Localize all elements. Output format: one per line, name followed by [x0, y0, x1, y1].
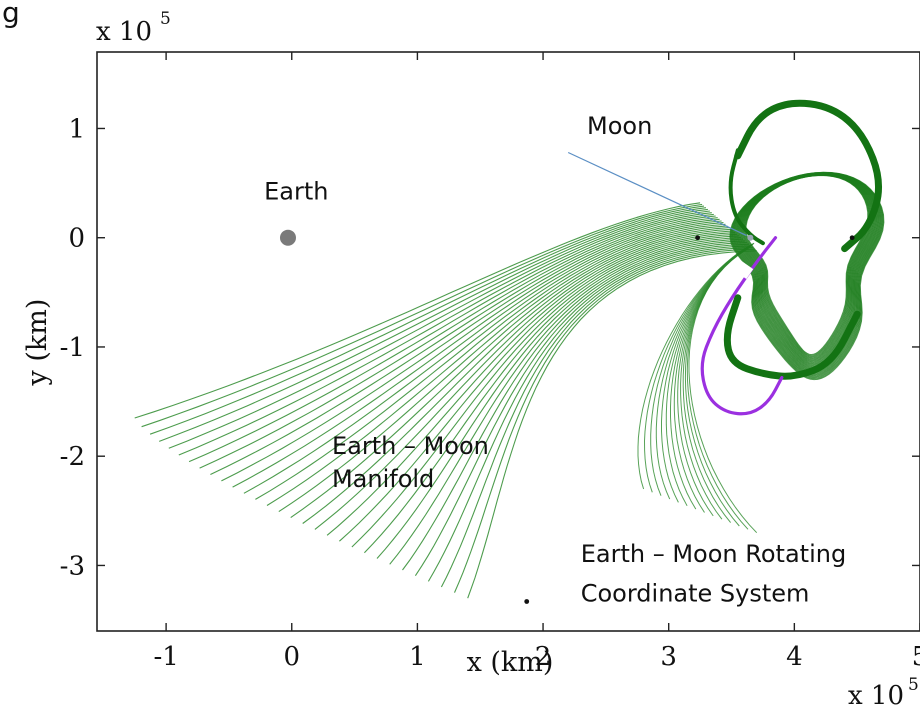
manifold-tail: [159, 207, 707, 442]
manifold-tail: [453, 248, 755, 593]
manifold-band-left: [728, 148, 765, 246]
y-tick-label: -2: [60, 442, 85, 472]
x-tick-label: 4: [786, 642, 803, 672]
manifold-tail: [376, 238, 744, 559]
x-tick-label: -1: [153, 642, 178, 672]
x-tick-label: 1: [409, 642, 426, 672]
x-exponent-base: x 10: [848, 681, 904, 711]
x-axis-title: x (km): [467, 647, 554, 678]
y-tick-label: -3: [60, 551, 85, 581]
manifold-band-lower: [723, 294, 861, 380]
x-tick-label: 2: [535, 642, 552, 672]
manifold-tail: [232, 218, 720, 488]
y-exponent: x 10 5: [96, 9, 171, 47]
annotation: Manifold: [332, 465, 434, 493]
manifold-tail: [141, 203, 703, 428]
arc-gap: [729, 257, 754, 279]
manifold-loop: [729, 171, 885, 381]
annotation: Moon: [587, 112, 652, 140]
manifold-tail: [149, 205, 705, 435]
manifold-tail: [168, 208, 708, 449]
y-tick-label: 0: [68, 224, 85, 254]
x-exponent-power: 5: [908, 675, 919, 695]
manifold-tail: [278, 225, 728, 513]
manifold-tail: [199, 213, 714, 469]
manifold-tail: [178, 210, 710, 456]
point-marker: [695, 235, 701, 241]
manifold-tail: [210, 215, 716, 475]
manifold-tail: [364, 237, 742, 554]
annotation: Coordinate System: [581, 580, 810, 608]
x-exponent: x 10 5: [848, 675, 919, 711]
manifold-band-upper: [734, 99, 883, 253]
manifold-tail: [351, 235, 740, 548]
moon-marker: [747, 234, 754, 241]
manifold-tail: [221, 217, 718, 482]
x-tick-label: 3: [660, 642, 677, 672]
manifold-tail: [339, 233, 738, 542]
annotation: Earth: [264, 177, 328, 205]
x-tick-label: 5: [912, 642, 920, 672]
manifold-tail: [134, 202, 701, 419]
point-marker: [849, 235, 855, 241]
y-tick-label: 1: [68, 114, 85, 144]
y-exponent-power: 5: [160, 9, 171, 29]
manifold-tail: [314, 230, 734, 530]
manifold-tail: [402, 241, 747, 571]
plot-frame: [96, 51, 920, 632]
point-marker: [524, 599, 530, 604]
transfer-arc: [700, 236, 784, 416]
moon-pointer-line: [567, 151, 747, 237]
manifold-tail: [467, 250, 757, 599]
y-axis-title: y (km): [22, 299, 53, 387]
figure-label: g: [2, 0, 20, 29]
annotation: Earth – Moon Rotating: [581, 540, 846, 568]
manifold-tail: [427, 245, 751, 582]
y-tick-label: -1: [60, 333, 85, 363]
manifold-tail: [302, 228, 732, 524]
manifold-tail: [290, 227, 730, 519]
manifold-tail: [243, 220, 722, 494]
annotation: Earth – Moon: [332, 432, 489, 460]
x-tick-label: 0: [283, 642, 300, 672]
manifold-tail: [188, 212, 712, 463]
manifold-tail: [255, 222, 724, 500]
manifold-tail: [414, 243, 749, 577]
manifold-tail: [389, 240, 746, 565]
manifold-tail: [266, 223, 726, 506]
earth-marker: [279, 229, 296, 246]
manifold-inner-tail: [688, 248, 758, 534]
manifold-tail: [440, 246, 753, 588]
manifold-tail: [326, 232, 736, 536]
y-exponent-base: x 10: [96, 17, 152, 47]
